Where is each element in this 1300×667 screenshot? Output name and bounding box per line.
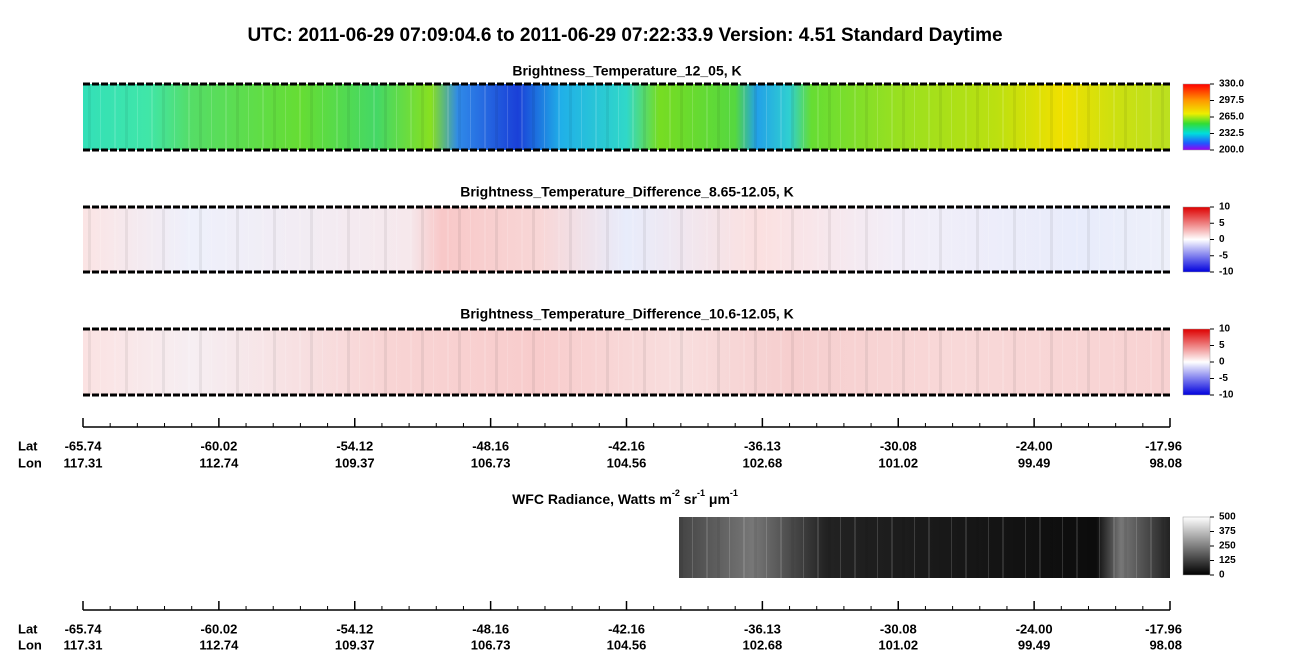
axis-row-label: Lon (18, 637, 42, 652)
lat-label: -30.08 (880, 621, 917, 636)
lat-label: -54.12 (336, 621, 373, 636)
lon-label: 98.08 (1149, 637, 1182, 652)
colorbar-tick-label: 375 (1219, 526, 1236, 537)
lat-label: -36.13 (744, 438, 781, 453)
axis-row-label: Lat (18, 438, 38, 453)
lon-label: 112.74 (199, 455, 239, 470)
lat-label: -48.16 (472, 621, 509, 636)
lat-label: -60.02 (200, 621, 237, 636)
colorbar (1182, 516, 1211, 576)
colorbar-tick-label: 232.5 (1219, 128, 1244, 139)
lat-label: -65.74 (65, 438, 103, 453)
lon-label: 106.73 (471, 637, 511, 652)
colorbar-tick-label: 0 (1219, 234, 1225, 245)
wfc-title-part: WFC Radiance, Watts m (512, 491, 672, 507)
colorbar-tick-label: 125 (1219, 555, 1236, 566)
panel-title: Brightness_Temperature_Difference_10.6-1… (460, 306, 794, 322)
axis-row-label: Lon (18, 455, 42, 470)
colorbar (1182, 328, 1211, 396)
lat-label: -24.00 (1016, 438, 1053, 453)
colorbar-tick-label: -5 (1219, 250, 1228, 261)
panel-title: Brightness_Temperature_12_05, K (512, 63, 741, 79)
lat-label: -36.13 (744, 621, 781, 636)
colorbar-tick-label: 5 (1219, 218, 1225, 229)
lon-label: 117.31 (63, 637, 102, 652)
lat-label: -54.12 (336, 438, 373, 453)
colorbar-tick-label: 10 (1219, 324, 1231, 335)
page-title: UTC: 2011-06-29 07:09:04.6 to 2011-06-29… (247, 25, 1002, 46)
colorbar-tick-label: -10 (1219, 267, 1234, 278)
colorbar-tick-label: 10 (1219, 202, 1231, 213)
wfc-title-part: -1 (697, 488, 705, 498)
axis-row-label: Lat (18, 621, 38, 636)
lon-label: 101.02 (878, 637, 918, 652)
lat-label: -17.96 (1145, 621, 1182, 636)
colorbar-tick-label: 0 (1219, 357, 1225, 368)
lon-label: 101.02 (878, 455, 918, 470)
colorbar-tick-label: 5 (1219, 340, 1225, 351)
colorbar-tick-label: -5 (1219, 373, 1228, 384)
lat-label: -17.96 (1145, 438, 1182, 453)
swath-texture (83, 84, 1170, 150)
lat-label: -48.16 (472, 438, 509, 453)
lat-label: -60.02 (200, 438, 237, 453)
lat-label: -42.16 (608, 438, 645, 453)
colorbar-tick-label: -10 (1219, 390, 1234, 401)
lon-label: 104.56 (607, 637, 647, 652)
lon-label: 99.49 (1018, 637, 1051, 652)
colorbar-tick-label: 265.0 (1219, 112, 1244, 123)
swath-texture (83, 207, 1170, 272)
wfc-title-part: -2 (672, 488, 680, 498)
lon-label: 109.37 (335, 637, 375, 652)
lon-label: 106.73 (471, 455, 511, 470)
lat-label: -42.16 (608, 621, 645, 636)
colorbar-tick-label: 200.0 (1219, 145, 1244, 156)
lon-label: 102.68 (742, 455, 782, 470)
wfc-title: WFC Radiance, Watts m-2 sr-1 μm-1 (512, 488, 738, 506)
colorbar-tick-label: 500 (1219, 512, 1236, 523)
wfc-texture (679, 517, 1170, 578)
wfc-title-part: sr (680, 491, 698, 507)
colorbar-tick-label: 330.0 (1219, 79, 1244, 90)
panel-title: Brightness_Temperature_Difference_8.65-1… (460, 184, 794, 200)
lat-label: -30.08 (880, 438, 917, 453)
lon-label: 102.68 (742, 637, 782, 652)
colorbar-tick-label: 0 (1219, 570, 1225, 581)
lat-label: -24.00 (1016, 621, 1053, 636)
colorbar (1182, 206, 1211, 273)
lon-label: 112.74 (199, 637, 239, 652)
lon-label: 117.31 (63, 455, 102, 470)
lon-label: 104.56 (607, 455, 647, 470)
colorbar-tick-label: 297.5 (1219, 95, 1244, 106)
colorbar (1182, 83, 1211, 151)
lon-label: 98.08 (1149, 455, 1182, 470)
swath-texture (83, 329, 1170, 395)
lon-label: 99.49 (1018, 455, 1051, 470)
wfc-title-part: μm (705, 491, 730, 507)
lat-label: -65.74 (65, 621, 103, 636)
wfc-title-part: -1 (730, 488, 738, 498)
colorbar-tick-label: 250 (1219, 541, 1236, 552)
lon-label: 109.37 (335, 455, 375, 470)
